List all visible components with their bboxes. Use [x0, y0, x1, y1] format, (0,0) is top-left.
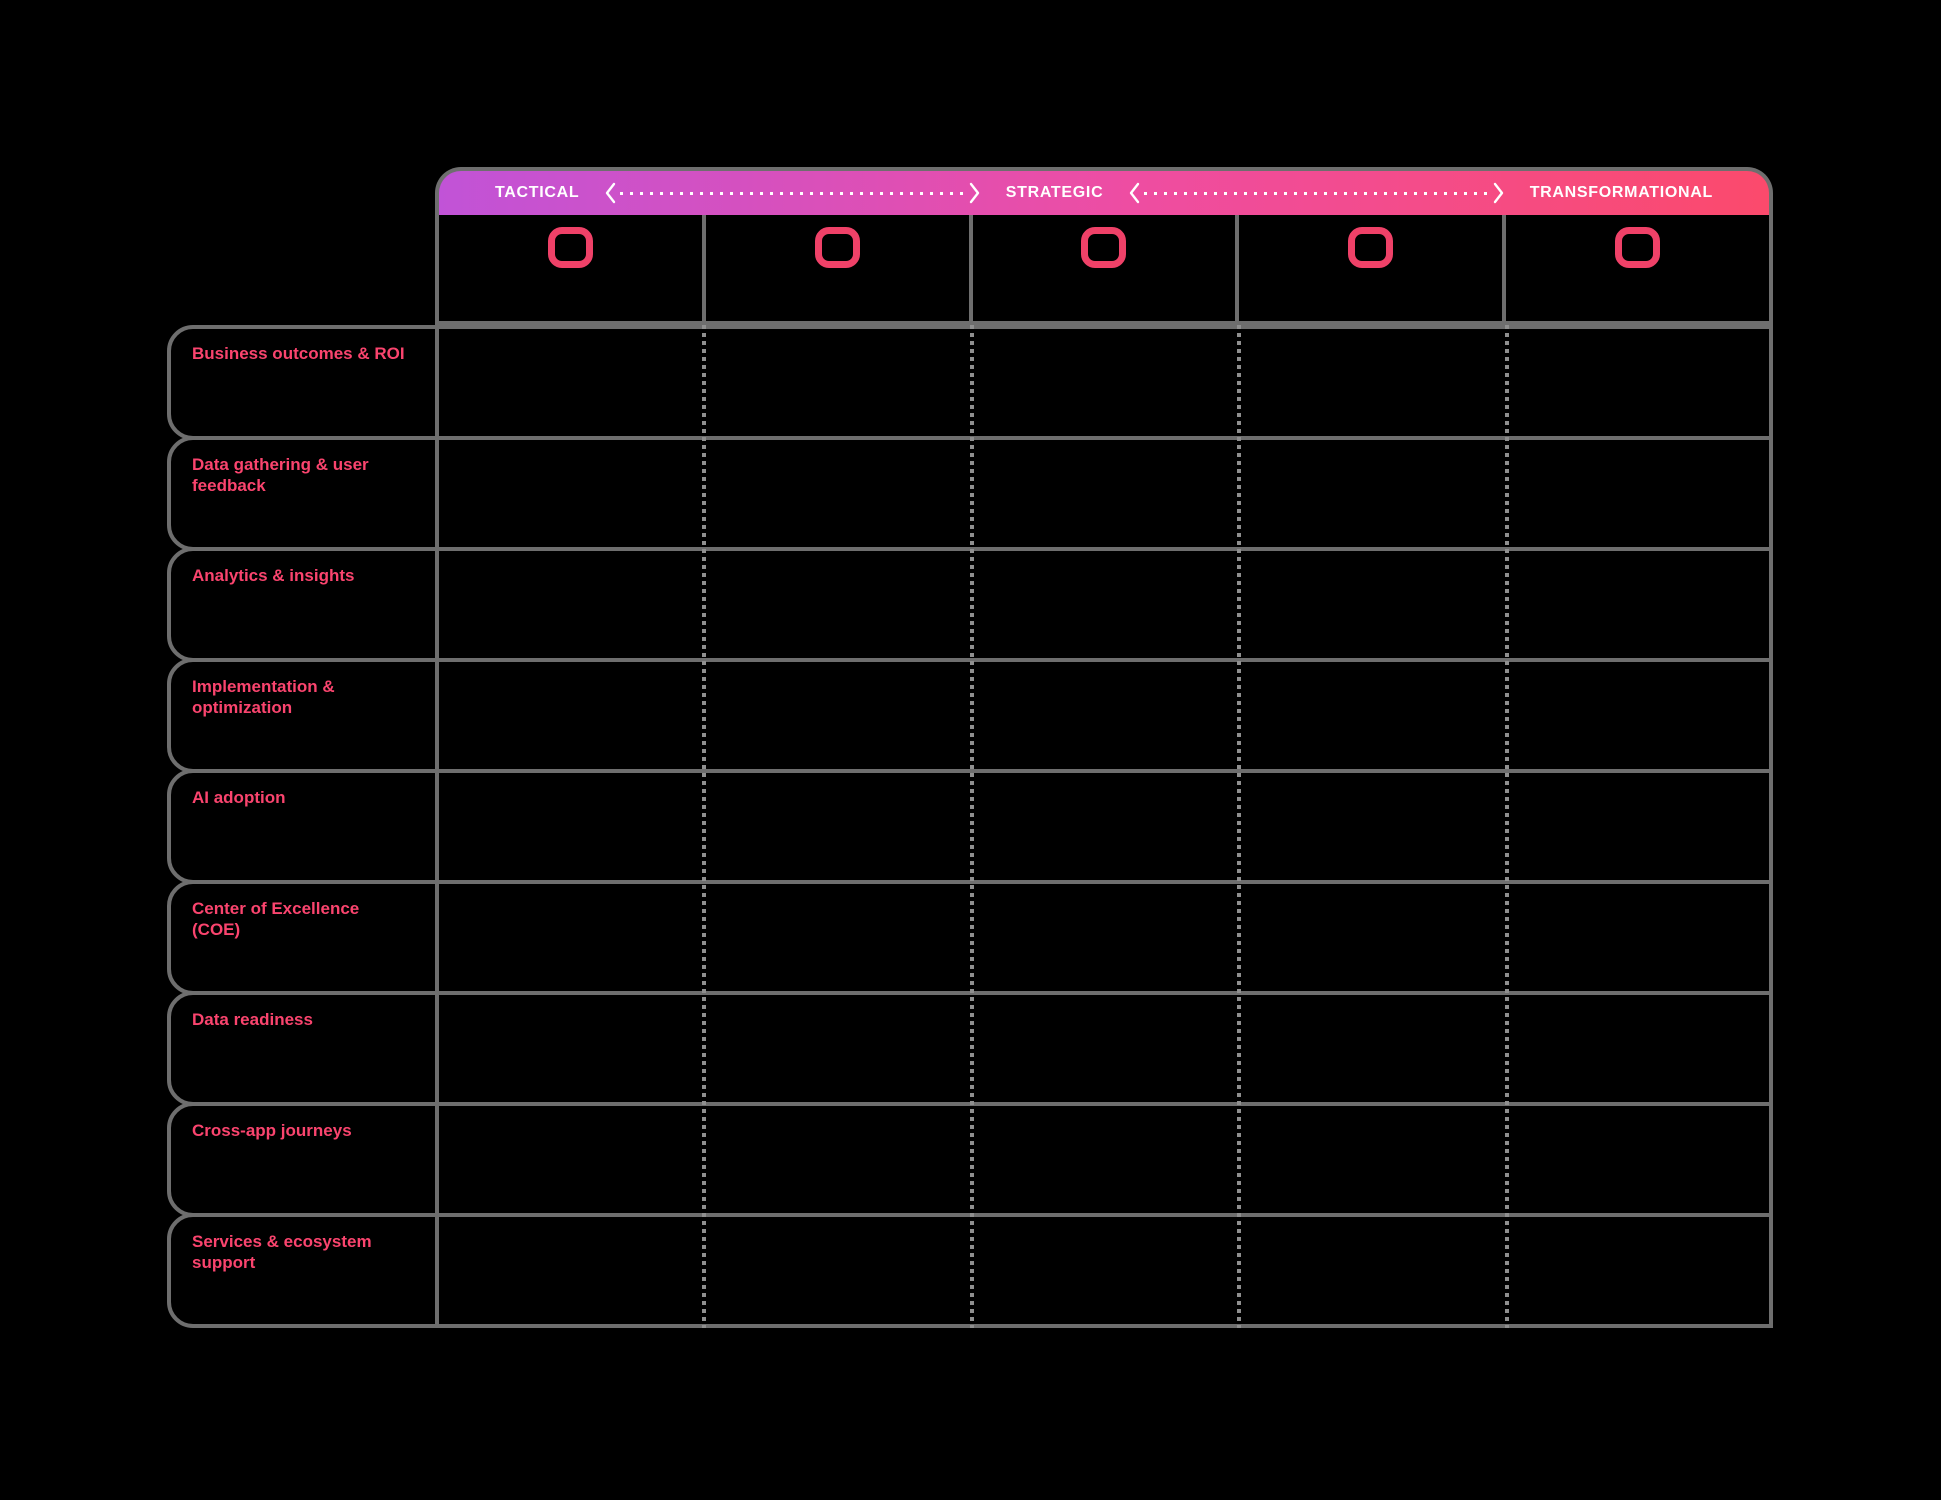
rounded-square-icon — [1348, 227, 1394, 268]
stage-label-strategic: STRATEGIC — [1005, 184, 1104, 201]
stage-range-arrow — [605, 182, 979, 204]
chevron-left-icon — [1130, 182, 1140, 204]
column-divider-dotted — [970, 325, 974, 1328]
rounded-square-icon — [1615, 227, 1661, 268]
row-label: AI adoption — [192, 788, 286, 807]
stage-label-tactical: TACTICAL — [495, 184, 580, 201]
column-divider-dotted — [1505, 325, 1509, 1328]
column-header-cell — [701, 215, 969, 321]
row-label: Services & ecosystem support — [192, 1232, 372, 1272]
column-header-cell — [968, 215, 1236, 321]
chevron-left-icon — [606, 182, 616, 204]
rounded-square-icon — [814, 227, 860, 268]
dotted-line — [620, 191, 965, 195]
column-header-cell — [1235, 215, 1502, 321]
label-column-divider — [435, 325, 439, 1328]
maturity-stage-bar: TACTICAL STRATEGIC TRANSFORMATIONAL — [435, 167, 1773, 215]
row-label: Data gathering & user feedback — [192, 455, 369, 495]
rounded-square-icon — [547, 227, 593, 268]
stage-label-transformational: TRANSFORMATIONAL — [1529, 184, 1714, 201]
row-label: Business outcomes & ROI — [192, 344, 405, 363]
stage-range-arrow — [1129, 182, 1503, 204]
row-label: Data readiness — [192, 1010, 313, 1029]
row-label: Analytics & insights — [192, 566, 355, 585]
column-header-cell — [1502, 215, 1769, 321]
row-label: Implementation & optimization — [192, 677, 335, 717]
dotted-line — [1144, 191, 1489, 195]
rounded-square-icon — [1081, 227, 1127, 268]
column-divider-dotted — [1237, 325, 1241, 1328]
chevron-right-icon — [969, 182, 979, 204]
column-header-row — [435, 215, 1773, 325]
row-label: Center of Excellence (COE) — [192, 899, 360, 939]
row-label: Cross-app journeys — [192, 1121, 352, 1140]
chevron-right-icon — [1493, 182, 1503, 204]
column-divider-dotted — [702, 325, 706, 1328]
column-header-cell — [439, 215, 702, 321]
